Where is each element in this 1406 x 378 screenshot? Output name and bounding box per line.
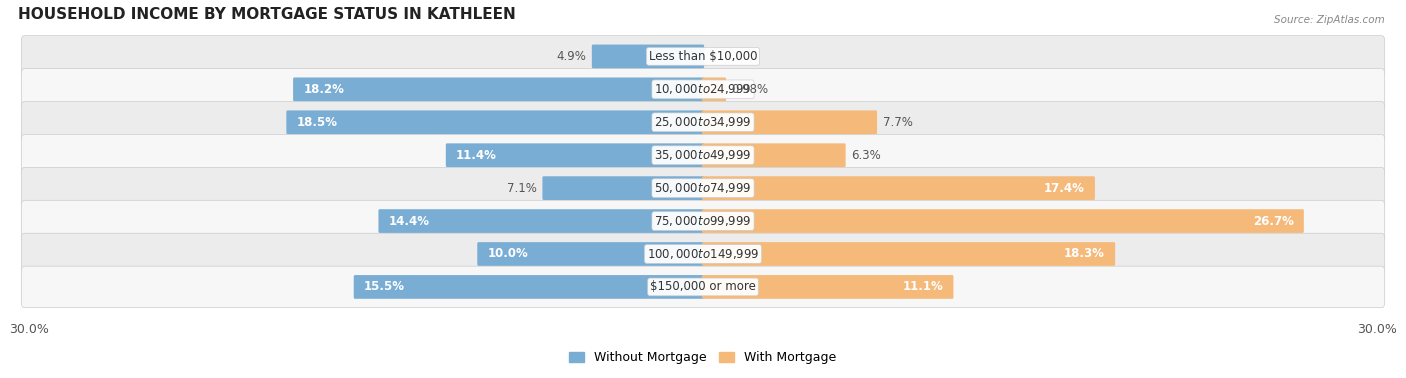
Text: Source: ZipAtlas.com: Source: ZipAtlas.com	[1274, 15, 1385, 25]
Text: $35,000 to $49,999: $35,000 to $49,999	[654, 148, 752, 162]
Text: 26.7%: 26.7%	[1253, 215, 1294, 228]
FancyBboxPatch shape	[21, 266, 1385, 308]
FancyBboxPatch shape	[378, 209, 704, 233]
Text: $50,000 to $74,999: $50,000 to $74,999	[654, 181, 752, 195]
FancyBboxPatch shape	[702, 209, 1303, 233]
FancyBboxPatch shape	[21, 233, 1385, 275]
Text: 18.2%: 18.2%	[304, 83, 344, 96]
Text: 18.5%: 18.5%	[297, 116, 337, 129]
FancyBboxPatch shape	[21, 135, 1385, 176]
Text: $10,000 to $24,999: $10,000 to $24,999	[654, 82, 752, 96]
FancyBboxPatch shape	[592, 45, 704, 68]
Text: 11.4%: 11.4%	[456, 149, 496, 162]
Text: $150,000 or more: $150,000 or more	[650, 280, 756, 293]
FancyBboxPatch shape	[21, 167, 1385, 209]
FancyBboxPatch shape	[21, 68, 1385, 110]
FancyBboxPatch shape	[702, 275, 953, 299]
Text: $100,000 to $149,999: $100,000 to $149,999	[647, 247, 759, 261]
FancyBboxPatch shape	[21, 36, 1385, 77]
Text: 14.4%: 14.4%	[388, 215, 430, 228]
FancyBboxPatch shape	[287, 110, 704, 134]
FancyBboxPatch shape	[702, 110, 877, 134]
FancyBboxPatch shape	[446, 143, 704, 167]
FancyBboxPatch shape	[702, 176, 1095, 200]
Text: 4.9%: 4.9%	[557, 50, 586, 63]
Legend: Without Mortgage, With Mortgage: Without Mortgage, With Mortgage	[564, 346, 842, 369]
Text: $25,000 to $34,999: $25,000 to $34,999	[654, 115, 752, 129]
FancyBboxPatch shape	[702, 242, 1115, 266]
FancyBboxPatch shape	[21, 102, 1385, 143]
Text: 17.4%: 17.4%	[1045, 182, 1085, 195]
FancyBboxPatch shape	[354, 275, 704, 299]
FancyBboxPatch shape	[702, 143, 845, 167]
Text: 6.3%: 6.3%	[851, 149, 882, 162]
FancyBboxPatch shape	[21, 200, 1385, 242]
Text: 11.1%: 11.1%	[903, 280, 943, 293]
Text: $75,000 to $99,999: $75,000 to $99,999	[654, 214, 752, 228]
FancyBboxPatch shape	[292, 77, 704, 101]
FancyBboxPatch shape	[543, 176, 704, 200]
FancyBboxPatch shape	[702, 77, 725, 101]
Text: 0.98%: 0.98%	[731, 83, 769, 96]
Text: HOUSEHOLD INCOME BY MORTGAGE STATUS IN KATHLEEN: HOUSEHOLD INCOME BY MORTGAGE STATUS IN K…	[18, 7, 516, 22]
Text: 18.3%: 18.3%	[1064, 248, 1105, 260]
Text: 15.5%: 15.5%	[364, 280, 405, 293]
Text: 7.1%: 7.1%	[508, 182, 537, 195]
Text: 7.7%: 7.7%	[883, 116, 912, 129]
Text: Less than $10,000: Less than $10,000	[648, 50, 758, 63]
FancyBboxPatch shape	[477, 242, 704, 266]
Text: 10.0%: 10.0%	[488, 248, 529, 260]
